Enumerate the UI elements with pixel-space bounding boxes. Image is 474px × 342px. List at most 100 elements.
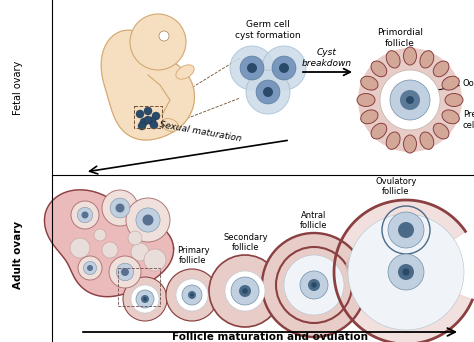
Circle shape [242,288,248,294]
Circle shape [83,261,97,275]
Circle shape [78,256,102,280]
Text: Fetal ovary: Fetal ovary [13,61,23,115]
Circle shape [300,271,328,299]
Polygon shape [334,200,472,342]
Circle shape [186,289,198,301]
Circle shape [77,207,93,223]
Circle shape [166,269,218,321]
Circle shape [143,297,147,301]
Circle shape [110,198,130,218]
Circle shape [209,255,281,327]
Circle shape [109,256,141,288]
Ellipse shape [420,132,434,149]
Ellipse shape [357,93,375,106]
Circle shape [70,238,90,258]
Ellipse shape [375,258,388,267]
Text: Ovulatory
follicle: Ovulatory follicle [375,176,417,196]
Circle shape [140,118,148,126]
Polygon shape [45,190,173,297]
Circle shape [262,46,306,90]
Ellipse shape [433,61,449,77]
Circle shape [262,233,366,337]
Circle shape [348,214,464,330]
Ellipse shape [403,135,417,153]
Ellipse shape [442,76,459,90]
Ellipse shape [386,51,400,68]
Circle shape [406,96,414,104]
Text: Antral
follicle: Antral follicle [300,211,328,230]
Ellipse shape [442,110,459,124]
Circle shape [225,271,265,311]
Circle shape [358,48,462,152]
Ellipse shape [348,257,356,271]
Ellipse shape [176,65,194,79]
Bar [134,106,162,128]
Circle shape [188,291,196,299]
Circle shape [128,231,142,245]
Text: Primordial
follicle: Primordial follicle [377,28,423,48]
Circle shape [402,268,410,276]
Ellipse shape [346,263,356,275]
Text: Sexual maturation: Sexual maturation [158,120,242,144]
Circle shape [400,90,420,110]
Circle shape [116,263,134,281]
Circle shape [190,293,194,297]
Text: Germ cell
cyst formation: Germ cell cyst formation [235,20,301,40]
Circle shape [263,87,273,97]
Circle shape [398,264,414,280]
Circle shape [150,121,158,129]
Circle shape [311,282,317,288]
Ellipse shape [420,51,434,68]
Circle shape [141,295,149,303]
Circle shape [398,222,414,238]
Circle shape [247,63,257,73]
Ellipse shape [361,110,378,124]
Circle shape [246,70,290,114]
Ellipse shape [386,132,400,149]
Circle shape [240,56,264,80]
Circle shape [126,198,170,242]
Text: Adult ovary: Adult ovary [13,221,23,289]
Ellipse shape [433,123,449,139]
Circle shape [276,247,352,323]
Circle shape [176,279,208,311]
Polygon shape [101,30,194,140]
Text: Pre-granulosa
cells: Pre-granulosa cells [463,110,474,130]
Circle shape [230,46,274,90]
Circle shape [102,242,118,258]
Circle shape [388,254,424,290]
Circle shape [279,63,289,73]
Bar [118,268,160,306]
Text: Secondary
follicle: Secondary follicle [224,233,268,252]
Ellipse shape [161,119,179,131]
Circle shape [159,31,169,41]
Circle shape [131,285,159,313]
Circle shape [102,190,138,226]
Circle shape [235,281,255,301]
Circle shape [148,117,156,125]
Circle shape [152,112,160,120]
Ellipse shape [371,123,387,139]
Circle shape [182,285,202,305]
Circle shape [143,214,154,225]
Circle shape [123,277,167,321]
Circle shape [136,290,154,308]
Ellipse shape [445,93,463,106]
Circle shape [136,110,144,118]
Circle shape [121,268,129,276]
Circle shape [131,243,149,261]
Circle shape [144,116,152,124]
Ellipse shape [361,76,378,90]
Circle shape [390,80,430,120]
Ellipse shape [351,265,363,276]
Ellipse shape [382,250,396,259]
Circle shape [380,70,440,130]
Ellipse shape [363,263,375,273]
Circle shape [71,201,99,229]
Circle shape [116,203,125,212]
Circle shape [144,249,166,271]
Ellipse shape [371,61,387,77]
Circle shape [136,208,160,232]
Circle shape [130,14,186,70]
Text: Primary
follicle: Primary follicle [177,246,210,265]
